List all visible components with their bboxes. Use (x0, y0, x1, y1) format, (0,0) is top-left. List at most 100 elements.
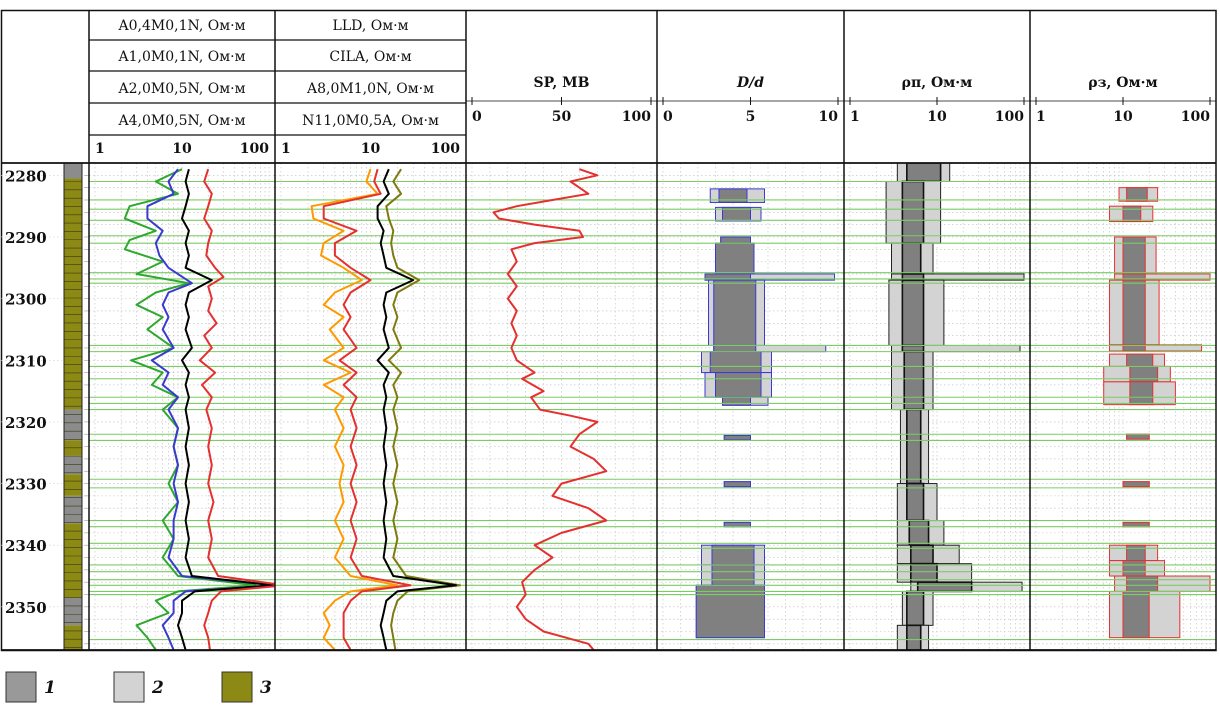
lithology-column (63, 163, 83, 650)
track-2-curve-label: CILA, Ом·м (329, 49, 411, 65)
track-2-curve-label: N11,0M0,5A, Ом·м (302, 113, 439, 129)
depth-tick-label: 2350 (5, 599, 47, 617)
lithology-interval (64, 163, 82, 179)
depth-axis: 2280 2290 2300 2310 2320 2330 2340 2350 (1, 167, 62, 617)
interval-dark-block (723, 521, 751, 528)
interval-dark-block (1122, 481, 1150, 488)
interval-dark-block (1122, 590, 1150, 639)
track-3-plot (466, 163, 657, 650)
legend: 1 2 3 (5, 671, 272, 703)
track-6-tick-label: 100 (1181, 109, 1210, 125)
interval-dark-block (916, 581, 973, 593)
interval-dark-block (695, 584, 765, 639)
track-1-tick-label: 1 (95, 141, 105, 157)
legend-label: 3 (260, 678, 272, 698)
track-6-tick-label: 1 (1036, 109, 1046, 125)
interval-dark-block (1126, 353, 1154, 367)
track-3-tick-label: 0 (472, 109, 482, 125)
interval-dark-block (906, 590, 925, 627)
track-3-title: SP, МВ (534, 75, 590, 91)
depth-tick-label: 2290 (5, 229, 47, 247)
track-5-plot (844, 163, 1030, 650)
interval-dark-block (723, 481, 751, 488)
lithology-interval (64, 455, 82, 475)
interval-dark-block (722, 396, 751, 406)
log-curve-red (492, 168, 608, 650)
depth-tick-label: 2320 (5, 414, 47, 432)
track-4-tick-label: 5 (746, 109, 756, 125)
log-curve-green (123, 168, 257, 650)
interval-dark-block (713, 279, 757, 346)
track-4-tick-label: 0 (663, 109, 673, 125)
depth-tick-label: 2300 (5, 291, 47, 309)
interval-dark-block (906, 482, 925, 522)
interval-dark-block (1126, 187, 1148, 202)
legend-swatch-3 (221, 671, 253, 703)
log-curve-black (177, 168, 274, 650)
interval-dark-block (720, 236, 751, 244)
track-3-tick-label: 50 (552, 109, 572, 125)
track-4-title: D/d (736, 75, 764, 91)
track-1-tick-label: 100 (240, 141, 269, 157)
lithology-interval (64, 474, 82, 496)
interval-light-block (891, 273, 1025, 281)
legend-label: 2 (151, 678, 164, 698)
depth-tick-label: 2310 (5, 352, 47, 370)
track-1-plot (89, 163, 275, 650)
plot-area (63, 163, 1216, 650)
lithology-border (63, 163, 83, 650)
interval-dark-block (901, 344, 925, 353)
track-1-curve-label: A2,0M0,5N, Ом·м (118, 81, 246, 97)
legend-label: 1 (44, 678, 56, 698)
interval-dark-block (901, 180, 925, 244)
interval-dark-block (901, 242, 922, 275)
interval-dark-block (1129, 365, 1159, 383)
interval-dark-block (908, 519, 930, 547)
interval-dark-block (1126, 433, 1150, 440)
interval-light-block (1114, 273, 1211, 281)
track-5-title: ρп, Ом·м (902, 75, 973, 91)
track-5-tick-label: 100 (995, 109, 1024, 125)
outer-border (0, 9, 1217, 652)
interval-dark-block (709, 351, 762, 374)
track-6-plot (1030, 163, 1216, 650)
interval-dark-block (906, 624, 922, 650)
interval-dark-block (906, 408, 922, 485)
interval-dark-block (1129, 381, 1154, 406)
lithology-interval (64, 495, 82, 524)
track-2-plot (275, 163, 466, 650)
interval-dark-block (1126, 544, 1146, 562)
track-2-curve-label: A8,0M1,0N, Ом·м (306, 81, 434, 97)
depth-tick-label: 2280 (5, 167, 47, 185)
interval-dark-block (1126, 575, 1159, 592)
interval-dark-block (906, 163, 942, 183)
lithology-interval (64, 440, 82, 456)
lithology-interval (64, 625, 82, 650)
log-curve-red (322, 168, 412, 650)
interval-dark-block (715, 372, 762, 398)
track-2-tick-label: 100 (431, 141, 460, 157)
lithology-interval (64, 597, 82, 626)
interval-light-block (1109, 344, 1203, 352)
track-4-tick-label: 10 (819, 109, 839, 125)
interval-dark-block (1122, 279, 1146, 346)
interval-dark-block (715, 242, 755, 275)
track-3-tick-label: 100 (622, 109, 651, 125)
interval-dark-block (1122, 205, 1142, 223)
interval-dark-block (903, 350, 925, 411)
track-2-tick-label: 1 (281, 141, 291, 157)
interval-dark-block (1122, 521, 1150, 528)
track-5-tick-label: 1 (850, 109, 860, 125)
track-5-tick-label: 10 (927, 109, 947, 125)
lithology-interval (64, 523, 82, 598)
interval-dark-block (713, 344, 757, 353)
depth-tick-label: 2330 (5, 476, 47, 494)
track-2-tick-label: 10 (361, 141, 381, 157)
track-6-title: ρз, Ом·м (1088, 75, 1157, 91)
track-4-plot (657, 163, 844, 650)
track-1-curve-label: A1,0M0,1N, Ом·м (118, 49, 246, 65)
legend-swatch-1 (5, 671, 37, 703)
track-1-curve-label: A4,0M0,5N, Ом·м (118, 113, 246, 129)
depth-tick-label: 2340 (5, 537, 47, 555)
interval-dark-block (1122, 236, 1146, 275)
